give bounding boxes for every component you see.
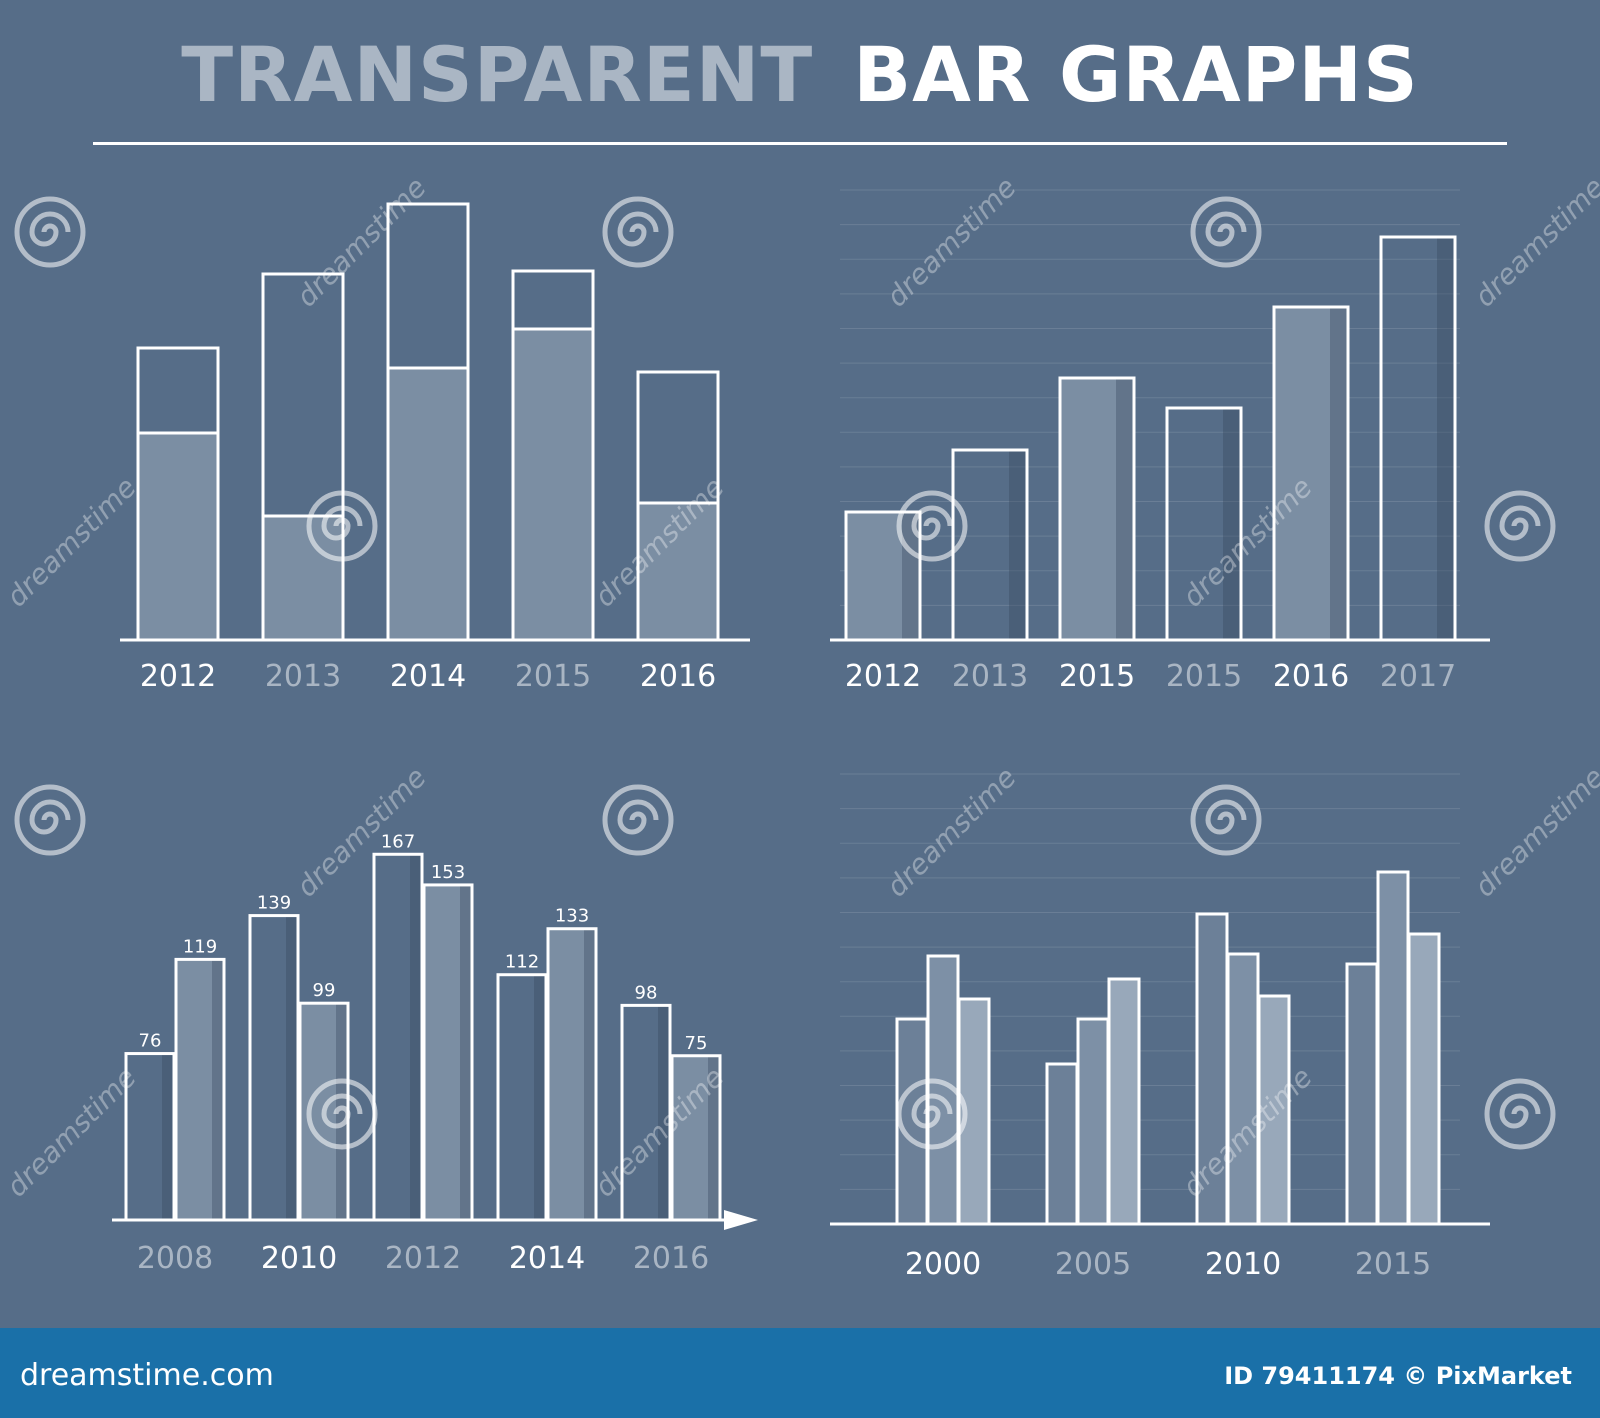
bar-shade	[1437, 237, 1455, 640]
bar	[1226, 952, 1260, 1226]
x-tick-label: 2015	[1355, 1247, 1431, 1282]
x-tick-label: 2016	[1273, 659, 1349, 694]
x-tick-label: 2000	[905, 1247, 981, 1282]
x-tick-label: 2010	[261, 1241, 337, 1276]
spiral-icon	[306, 1078, 378, 1150]
bar-filled-segment	[388, 368, 468, 640]
bar-fill	[176, 959, 224, 1220]
bar	[1045, 1062, 1079, 1226]
bar-filled-segment	[513, 329, 593, 640]
spiral-icon	[1484, 1078, 1556, 1150]
bar	[1407, 932, 1441, 1226]
spiral-icon	[602, 196, 674, 268]
bar-fill	[1274, 307, 1348, 640]
x-tick-label: 2016	[640, 659, 716, 694]
spiral-icon	[602, 784, 674, 856]
bar-shade	[1116, 378, 1134, 640]
bar-shade	[584, 928, 596, 1220]
data-label: 133	[555, 906, 589, 927]
spiral-icon	[14, 784, 86, 856]
data-label: 139	[257, 893, 291, 914]
chart-paired-labeled-bars: 76 119 2008 139 99 2010 167 153 2012 112 133 2014 98…	[112, 831, 758, 1276]
bar	[1376, 870, 1410, 1226]
chart-stacked-bars: 2012 2013 2014 2015 2016	[120, 202, 750, 694]
x-tick-label: 2015	[515, 659, 591, 694]
x-tick-label: 2017	[1380, 659, 1456, 694]
bar-shade	[286, 915, 298, 1220]
bar-filled-segment	[638, 503, 718, 640]
page-title: TRANSPARENT BAR GRAPHS	[0, 30, 1600, 119]
bar	[1345, 962, 1379, 1226]
bar	[1076, 1017, 1110, 1226]
bar-shade	[708, 1055, 720, 1220]
data-label: 99	[313, 980, 336, 1001]
chart-grouped-bars: 2000 2005 2010 2015	[830, 773, 1490, 1282]
x-tick-label: 2005	[1055, 1247, 1131, 1282]
x-tick-label: 2013	[952, 659, 1028, 694]
bar-shade	[1223, 408, 1241, 640]
bar-fill	[1060, 378, 1134, 640]
title-divider	[93, 142, 1507, 145]
axis-arrow-icon	[724, 1210, 758, 1230]
bar-shade	[658, 1005, 670, 1220]
title-part-transparent: TRANSPARENT	[181, 30, 814, 119]
bar-fill	[846, 512, 920, 640]
data-label: 153	[431, 862, 465, 883]
data-label: 119	[183, 936, 217, 957]
spiral-icon	[1190, 784, 1262, 856]
bar-shade	[1330, 307, 1348, 640]
bar	[1257, 994, 1291, 1226]
x-tick-label: 2012	[845, 659, 921, 694]
bar-shade	[534, 974, 546, 1220]
data-label: 167	[381, 831, 415, 852]
x-tick-label: 2012	[385, 1241, 461, 1276]
bar-filled-segment	[138, 433, 218, 640]
data-label: 112	[505, 952, 539, 973]
bar-shade	[1009, 450, 1027, 640]
data-label: 75	[685, 1033, 708, 1054]
x-tick-label: 2014	[390, 659, 466, 694]
x-tick-label: 2014	[509, 1241, 585, 1276]
bar	[1107, 977, 1141, 1226]
bar-shade	[162, 1053, 174, 1220]
x-tick-label: 2016	[633, 1241, 709, 1276]
x-tick-label: 2015	[1059, 659, 1135, 694]
footer-site-name: dreamstime.com	[20, 1358, 274, 1393]
spiral-icon	[14, 196, 86, 268]
bar-shade	[410, 854, 422, 1220]
bar-fill	[424, 884, 472, 1220]
footer-image-id: ID 79411174 © PixMarket	[1224, 1362, 1572, 1390]
title-part-bar-graphs: BAR GRAPHS	[853, 30, 1419, 119]
spiral-icon	[1484, 490, 1556, 562]
spiral-icon	[306, 490, 378, 562]
data-label: 76	[139, 1031, 162, 1052]
x-tick-label: 2010	[1205, 1247, 1281, 1282]
data-label: 98	[635, 982, 658, 1003]
x-tick-label: 2015	[1166, 659, 1242, 694]
bar-fill	[672, 1055, 720, 1220]
spiral-icon	[896, 1078, 968, 1150]
chart-shaded-bars: 2012 2013 2015 2015 2016 2017	[830, 189, 1490, 694]
spiral-icon	[1190, 196, 1262, 268]
spiral-icon	[896, 490, 968, 562]
bar-fill	[548, 928, 596, 1220]
bar	[1195, 912, 1229, 1226]
x-tick-label: 2013	[265, 659, 341, 694]
bar-shade	[336, 1003, 348, 1220]
bar-shade	[212, 959, 224, 1220]
footer-bar: dreamstime.com ID 79411174 © PixMarket	[0, 1328, 1600, 1418]
x-tick-label: 2012	[140, 659, 216, 694]
bar-shade	[460, 884, 472, 1220]
x-tick-label: 2008	[137, 1241, 213, 1276]
